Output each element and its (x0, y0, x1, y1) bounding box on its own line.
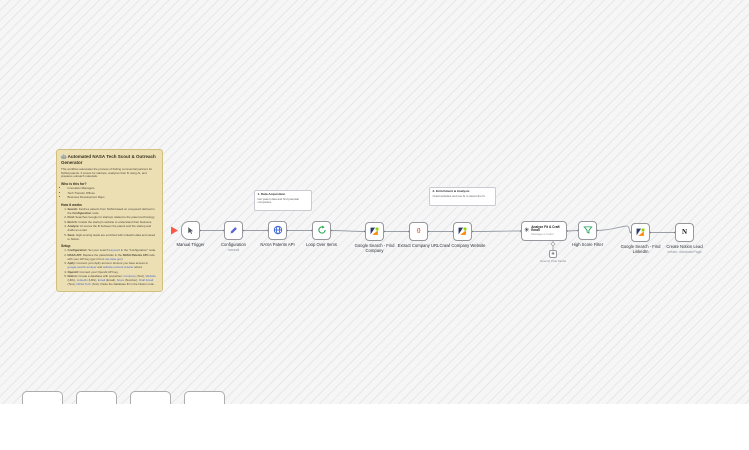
node-manual-trigger[interactable]: Manual Trigger (177, 221, 204, 247)
sticky-text: Crawl websites and use AI to determine f… (432, 193, 486, 198)
node-title: Analyze Fit & Craft Email (531, 224, 560, 233)
node-label: OpenAI Chat Model (539, 258, 567, 263)
list-item: Enrich: Crawls the startup's website to … (68, 220, 159, 225)
node-high-score-filter[interactable]: High Score Filter (572, 221, 603, 247)
sticky-note-data-acquisition[interactable]: 1. Data Acquisition Get patent data and … (254, 190, 312, 211)
list-item: NASA API: Replace the placeholder in the… (68, 253, 159, 262)
pencil-icon (229, 222, 238, 240)
sticky-heading-how: How it works (61, 203, 82, 208)
bottom-panel (0, 404, 749, 450)
node-label: Google Search - Find Company (354, 243, 395, 254)
sticky-text: Get patent data and find potential compa… (257, 196, 299, 205)
node-configuration[interactable]: Configuration manual (221, 221, 246, 252)
sticky-intro: This workflow automates the process of f… (61, 166, 153, 179)
node-nasa-patents-api[interactable]: NASA Patents API (260, 221, 295, 247)
node-subtitle: create: databasePage (667, 249, 702, 254)
ai-connector-diamond-icon (550, 241, 556, 247)
list-item: Innovation Managers (68, 186, 159, 191)
node-label: Crawl Company Website (439, 243, 486, 248)
node-crawl-company-website[interactable]: Crawl Company Website (439, 222, 486, 248)
filter-icon (582, 222, 593, 240)
globe-icon (273, 222, 283, 240)
node-label: High Score Filter (571, 242, 604, 247)
list-item: Analyze: AI scores the fit between the p… (68, 225, 159, 233)
node-label: Manual Trigger (176, 242, 205, 247)
node-subtitle: manual (227, 247, 240, 252)
node-label: NASA Patents API (260, 242, 295, 247)
sticky-heading-setup: Setup (61, 244, 71, 249)
node-label: Configuration manual (210, 242, 258, 252)
sticky-title: 2. Enrichment & Analysis (432, 189, 470, 193)
list-item: Notion: Create a database with propertie… (68, 274, 159, 286)
list-item: Find: Searches Google for startups relat… (68, 216, 159, 220)
sticky-heading-who: Who is this for? (61, 182, 87, 187)
node-google-search-find-linkedin[interactable]: Google Search - Find LinkedIn (621, 223, 660, 254)
node-openai-chat-model[interactable]: ✳ OpenAI Chat Model (540, 250, 566, 262)
list-item: Search: Fetches patents from NASA based … (68, 207, 159, 216)
execute-arrow-icon (171, 226, 178, 235)
list-item: Business Development Reps (68, 195, 159, 200)
node-analyze-fit-craft-email[interactable]: ✳ Analyze Fit & Craft Email Message a mo… (521, 221, 567, 241)
node-loop-over-items[interactable]: Loop Over Items (306, 221, 337, 247)
node-create-notion-lead[interactable]: N Create Notion Lead create: databasePag… (666, 223, 703, 254)
sticky-note-enrichment-analysis[interactable]: 2. Enrichment & Analysis Crawl websites … (429, 187, 496, 206)
node-label: Google Search - Find LinkedIn (620, 244, 661, 255)
node-subtitle: Message a model (531, 232, 554, 237)
how-list: Search: Fetches patents from NASA based … (61, 207, 159, 242)
who-list: Innovation Managers Tech Transfer Office… (61, 186, 159, 200)
openai-icon: ✳ (524, 226, 530, 234)
node-extract-company-url[interactable]: { } Extract Company URL (398, 222, 439, 248)
node-label: Extract Company URL (397, 243, 440, 248)
node-google-search-find-company[interactable]: Google Search - Find Company (355, 222, 394, 253)
sticky-title: 🤖 Automated NASA Tech Scout & Outreach G… (61, 154, 156, 165)
openai-icon: ✳ (551, 250, 555, 256)
sticky-note-overview[interactable]: 🤖 Automated NASA Tech Scout & Outreach G… (56, 149, 163, 292)
notion-icon: N (681, 228, 688, 236)
sticky-title: 1. Data Acquisition (257, 192, 286, 196)
loop-icon (317, 222, 327, 240)
node-label: Create Notion Lead create: databasePage (661, 244, 709, 254)
code-braces-icon: { } (416, 227, 421, 234)
apify-icon (636, 224, 645, 242)
mouse-pointer-icon (186, 222, 195, 240)
apify-icon (458, 223, 467, 241)
list-item: Save: High-scoring leads are enriched wi… (68, 233, 159, 242)
list-item: Apify: Connect your Apify account. Ensur… (68, 261, 159, 270)
list-item: Tech Transfer Offices (68, 191, 159, 196)
list-item: OpenAI: Connect your OpenAI API key. (68, 270, 159, 275)
apify-icon (370, 223, 379, 241)
list-item: Configuration: Set your search keyword i… (68, 249, 159, 253)
node-label: Loop Over Items (306, 242, 337, 247)
setup-list: Configuration: Set your search keyword i… (61, 249, 158, 286)
